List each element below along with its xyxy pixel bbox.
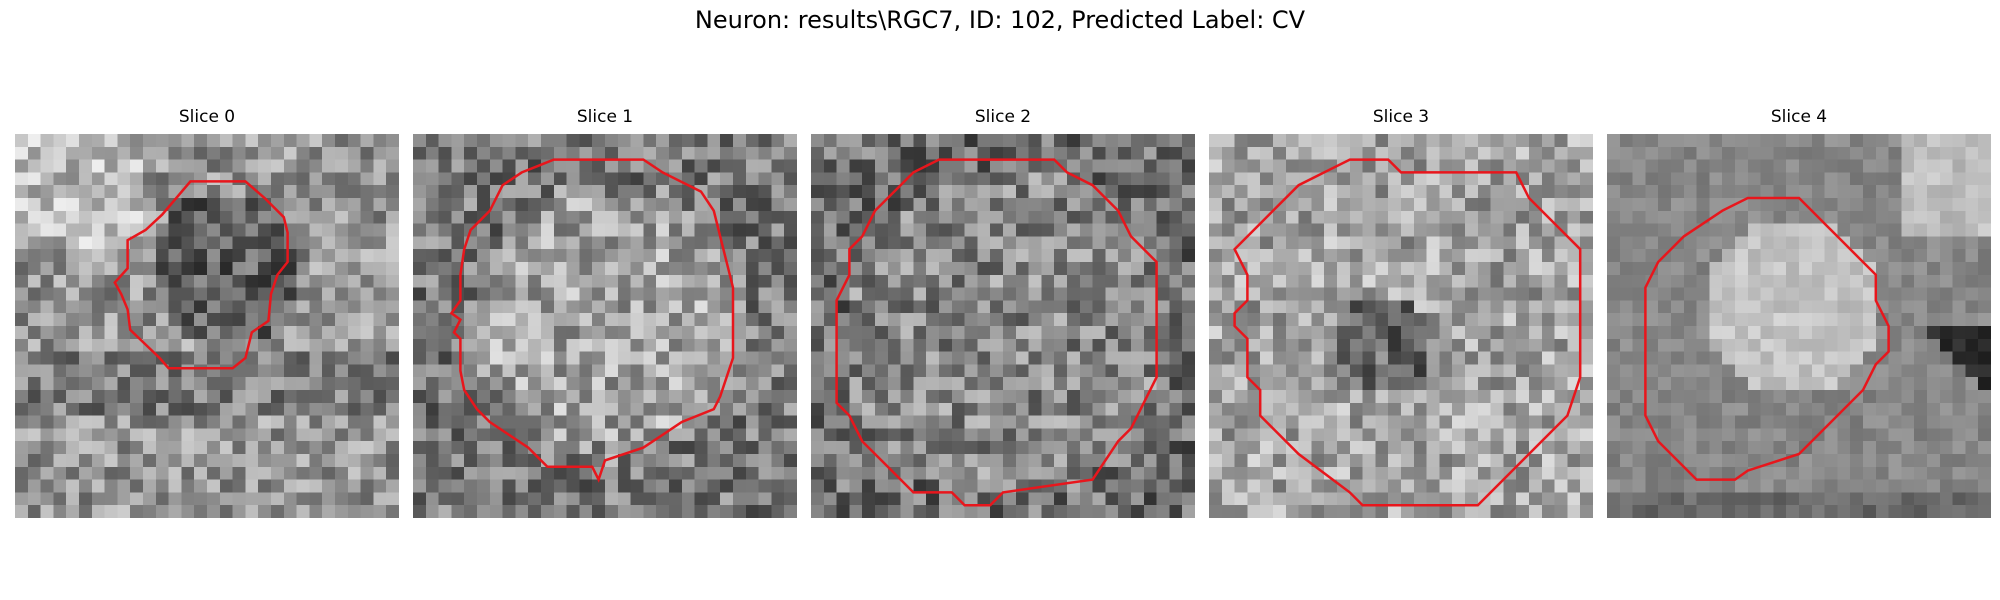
roi-contour: [1607, 134, 1991, 518]
slice-title: Slice 0: [15, 107, 399, 127]
roi-contour-line: [451, 160, 733, 480]
roi-contour-line: [115, 181, 288, 368]
slice-title: Slice 4: [1607, 107, 1991, 127]
roi-contour: [413, 134, 797, 518]
roi-contour-line: [1645, 198, 1888, 480]
roi-contour: [15, 134, 399, 518]
slice-title: Slice 2: [811, 107, 1195, 127]
figure-title: Neuron: results\RGC7, ID: 102, Predicted…: [0, 6, 2000, 34]
roi-contour: [811, 134, 1195, 518]
slice-title: Slice 3: [1209, 107, 1593, 127]
roi-contour-line: [837, 160, 1157, 506]
roi-contour-line: [1235, 160, 1581, 506]
slice-title: Slice 1: [413, 107, 797, 127]
roi-contour: [1209, 134, 1593, 518]
